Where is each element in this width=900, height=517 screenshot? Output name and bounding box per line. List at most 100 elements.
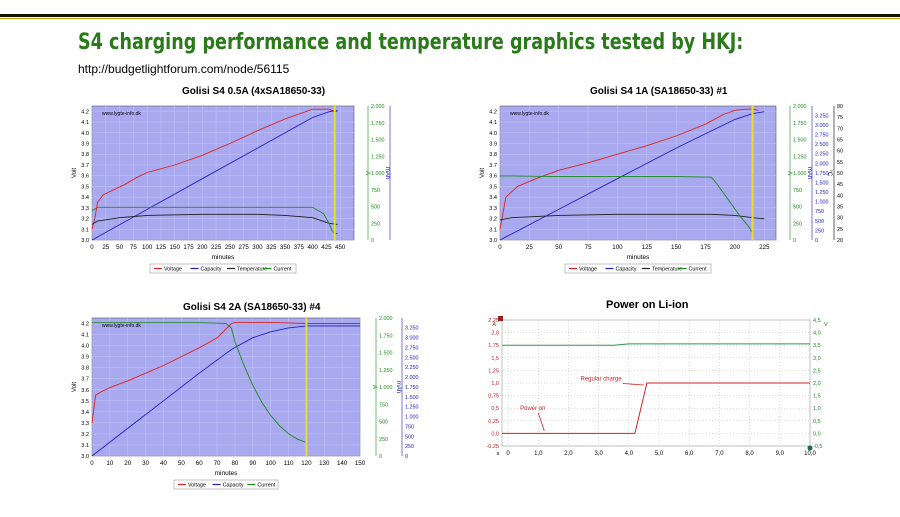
y-right-tick-label: 1.250 [815, 190, 829, 196]
y-right-tick-label: 2.500 [815, 142, 829, 148]
y-right-tick-label: 0 [793, 238, 796, 244]
y-right-tick-label: 4,5 [813, 318, 821, 324]
y-left-tick-label: 3.5 [81, 399, 89, 405]
y-left-tick-label: 4.1 [489, 120, 497, 126]
y-right-tick-label: 1.000 [379, 385, 393, 391]
y-left-tick-label: 4.0 [489, 131, 497, 137]
x-tick-label: 60 [196, 460, 203, 467]
y-right-tick-label: 0 [371, 238, 374, 244]
x-tick-label: 5,0 [655, 451, 664, 457]
y-right-tick-label: 750 [793, 188, 802, 194]
series-line-voltage [91, 108, 338, 230]
y-right-tick-label: 1.000 [793, 171, 807, 177]
y-left-tick-label: 3.1 [489, 227, 497, 233]
y-right-tick-label: 500 [379, 420, 388, 426]
y-right-tick-label: 2.750 [405, 345, 419, 351]
y-right-tick-label: 1.000 [371, 171, 385, 177]
y-left-axis-label: Volt [72, 382, 78, 392]
x-tick-label: 25 [526, 244, 533, 251]
y-left-tick-label: 1,0 [491, 381, 499, 387]
x-tick-label: 50 [178, 460, 185, 467]
series-line-voltage [91, 321, 360, 423]
cursor-marker-right [807, 445, 813, 451]
annotation-regular-charge: Regular charge [581, 376, 623, 382]
x-tick-label: 110 [284, 460, 294, 467]
y-right-tick-label: 45 [837, 182, 843, 188]
y-left-tick-label: 0,0 [491, 431, 499, 437]
y-right-axis-label: A [371, 385, 377, 389]
x-tick-label: 140 [337, 460, 348, 467]
y-right-tick-label: 0,0 [813, 431, 821, 437]
x-tick-label: 10 [106, 460, 113, 467]
y-right-tick-label: 250 [379, 437, 388, 443]
x-tick-label: 0 [498, 244, 502, 251]
series-line-capacity [499, 111, 765, 241]
x-tick-label: 250 [225, 244, 236, 251]
legend-label-capacity: Capacity [223, 483, 244, 489]
x-tick-label: 30 [142, 460, 149, 467]
y-right-tick-label: 1.500 [379, 351, 393, 357]
y-right-tick-label: 1.750 [379, 333, 393, 339]
y-right-tick-label: 2.000 [371, 104, 385, 110]
y-right-tick-label: 250 [815, 228, 824, 234]
x-tick-label: 0 [506, 451, 510, 457]
x-tick-label: 25 [102, 244, 109, 251]
series-line-temperature [91, 213, 338, 225]
y-right-axis-label: A [786, 171, 792, 175]
y-right-tick-label: 3,0 [813, 356, 821, 362]
y-right-tick-label: 750 [405, 424, 414, 430]
x-tick-label: 150 [170, 244, 181, 251]
y-right-tick-label: 3.000 [405, 336, 419, 342]
y-right-tick-label: 1.500 [793, 138, 807, 144]
y-left-tick-label: 3.2 [489, 217, 497, 223]
y-left-tick-label: 3.4 [81, 195, 89, 201]
charging-chart-0-5a: 0 25 50 75 100 125 150 175 200 225 250 275 300 325 350… [72, 104, 391, 274]
y-right-tick-label: 2.000 [379, 316, 393, 322]
y-left-tick-label: 3.5 [81, 184, 89, 190]
y-right-tick-label: 750 [371, 188, 380, 194]
legend-label-temperature: Temperature [237, 267, 267, 273]
y-left-tick-label: -0,25 [486, 444, 499, 450]
y-left-tick-label: 3.3 [81, 206, 89, 212]
y-left-tick-label: 4.2 [81, 322, 89, 328]
y-right-tick-label: 25 [837, 227, 843, 233]
y-left-tick-label: 3.3 [489, 206, 497, 212]
x-tick-label: 100 [266, 460, 277, 467]
y-right-tick-label: 2.750 [815, 133, 829, 139]
y-right-tick-label: 55 [837, 160, 843, 166]
x-tick-label: 1,0 [534, 451, 543, 457]
series-line-voltage [499, 108, 759, 230]
y-left-tick-label: 3.7 [81, 163, 89, 169]
y-right-axis-label: V [824, 322, 828, 328]
y-right-tick-label: 0 [379, 454, 382, 460]
y-left-axis-label: Volt [480, 168, 486, 178]
chart-title-2: Golisi S4 1A (SA18650-33) #1 [590, 86, 728, 97]
x-tick-label: 120 [301, 460, 312, 467]
y-right-tick-label: 75 [837, 115, 843, 121]
y-right-tick-label: 1,5 [813, 394, 821, 400]
x-tick-label: 0 [90, 244, 94, 251]
y-right-tick-label: 1.250 [793, 154, 807, 160]
y-right-tick-label: 750 [815, 209, 824, 215]
y-right-tick-label: 2.000 [815, 161, 829, 167]
y-left-tick-label: 4.2 [489, 109, 497, 115]
x-tick-label: 75 [585, 244, 592, 251]
x-tick-label: 130 [319, 460, 330, 467]
x-tick-label: 80 [231, 460, 238, 467]
y-left-tick-label: 3.8 [489, 152, 497, 158]
y-right-tick-label: 500 [371, 205, 380, 211]
source-url: http://budgetlightforum.com/node/56115 [78, 62, 290, 76]
x-tick-label: 325 [266, 244, 277, 251]
series-line-temperature [499, 213, 765, 221]
chart-title-1: Golisi S4 0.5A (4xSA18650-33) [182, 86, 326, 97]
y-right-tick-label: 3.250 [405, 326, 419, 332]
x-tick-label: 8,0 [745, 451, 754, 457]
y-left-tick-label: 3.2 [81, 432, 89, 438]
x-tick-label: 50 [116, 244, 123, 251]
x-tick-label: 100 [142, 244, 153, 251]
x-tick-label: 425 [321, 244, 332, 251]
series-line-current [92, 322, 307, 443]
y-right-tick-label: 0 [815, 238, 818, 244]
y-right-tick-label: -0,5 [813, 444, 822, 450]
watermark-text: www.lygte-info.dk [510, 111, 549, 117]
